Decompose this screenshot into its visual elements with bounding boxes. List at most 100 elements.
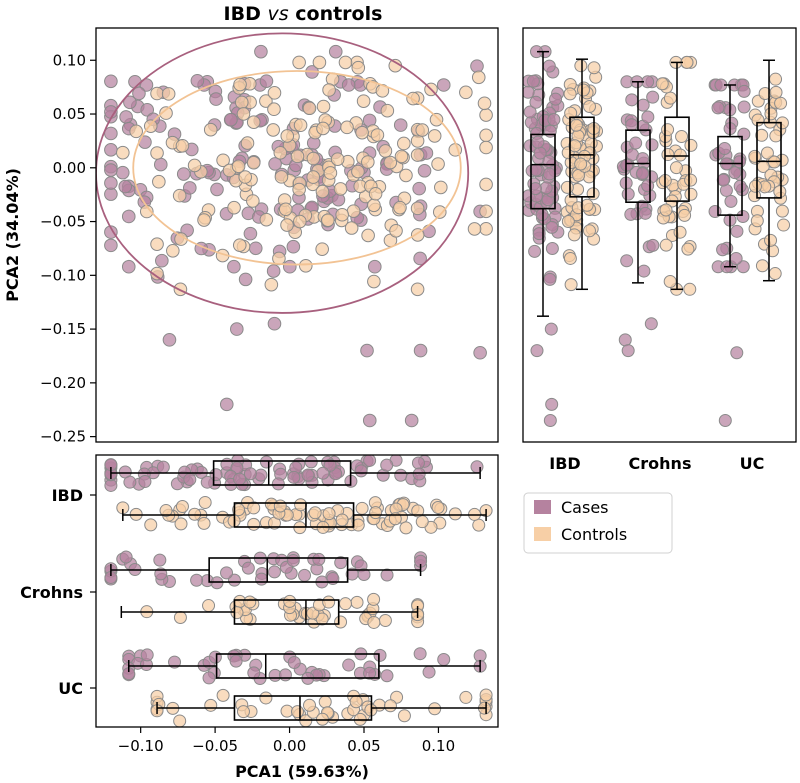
box-point	[621, 187, 635, 201]
scatter-point	[150, 237, 164, 251]
box-point	[243, 467, 257, 481]
scatter-point	[150, 266, 164, 281]
pca1-box-y-axis: IBD Crohns UC	[20, 486, 96, 698]
box-point	[388, 512, 402, 526]
box-point	[542, 59, 556, 73]
box-point	[138, 474, 152, 488]
box-point	[636, 152, 650, 166]
box-point	[153, 553, 167, 567]
scatter-point	[292, 55, 306, 70]
box-point	[428, 702, 442, 716]
scatter-point	[259, 94, 273, 108]
pca1-box-y-label: Crohns	[20, 583, 83, 602]
box-point	[197, 516, 211, 530]
chart-title: IBD vs controls	[224, 3, 383, 25]
box-point	[733, 155, 747, 169]
scatter-point	[293, 214, 307, 229]
box-point	[354, 464, 368, 478]
box-point	[273, 499, 287, 513]
box-point	[716, 243, 730, 257]
box-point	[233, 472, 247, 486]
box-point	[659, 238, 673, 252]
legend-label-cases: Cases	[561, 498, 609, 517]
box-point	[363, 666, 377, 680]
box-point	[243, 595, 257, 609]
scatter-point	[203, 122, 218, 137]
scatter-point	[175, 138, 190, 153]
box-point	[183, 473, 197, 487]
x-tick-label: 0.05	[347, 737, 380, 755]
box-point	[530, 344, 544, 358]
scatter-frame	[95, 27, 499, 443]
box-point	[661, 123, 675, 137]
scatter-points	[104, 44, 493, 428]
pca2-box-x-label: Crohns	[629, 454, 692, 473]
scatter-point	[316, 121, 330, 136]
scatter-point	[268, 157, 282, 171]
box-point	[655, 77, 669, 91]
scatter-point	[155, 253, 169, 268]
box-point	[629, 136, 643, 150]
box-point	[412, 467, 426, 481]
box-point	[369, 506, 383, 520]
scatter-point	[159, 106, 173, 120]
box-point	[290, 705, 304, 719]
box-point	[523, 85, 535, 99]
box-point	[574, 157, 588, 171]
box-point	[318, 695, 332, 709]
box-point	[646, 238, 660, 252]
box-point	[730, 224, 744, 238]
scatter-point	[280, 129, 295, 143]
scatter-point	[292, 182, 306, 197]
box-point	[459, 690, 473, 704]
box-point	[724, 194, 738, 208]
x-tick-label: −0.10	[118, 737, 164, 755]
box-point	[729, 251, 743, 265]
scatter-ellipses	[96, 32, 470, 314]
scatter-point	[361, 228, 375, 243]
scatter-point	[404, 413, 419, 428]
box-point	[411, 504, 425, 518]
y-tick-label: −0.20	[40, 374, 86, 392]
scatter-point	[479, 140, 493, 155]
box-point	[315, 612, 329, 626]
box-point	[586, 187, 600, 201]
title-rest: controls	[289, 3, 383, 25]
scatter-point	[361, 155, 375, 169]
scatter-point	[104, 238, 118, 253]
pca2-box-x-label: IBD	[549, 454, 580, 473]
box-point	[345, 567, 359, 581]
scatter-point	[459, 85, 473, 100]
box-point	[673, 225, 687, 239]
scatter-point	[293, 118, 308, 133]
scatter-point	[219, 397, 234, 412]
scatter-point	[473, 345, 487, 360]
scatter-point	[248, 241, 263, 256]
box-point	[259, 455, 273, 469]
scatter-point	[479, 128, 493, 143]
box-point	[351, 518, 365, 532]
scatter-point	[389, 223, 403, 238]
box-point	[777, 218, 791, 232]
box-point	[549, 92, 563, 106]
legend-frame	[523, 492, 673, 554]
box-point	[542, 154, 556, 168]
box-point	[437, 653, 451, 667]
box-point	[123, 475, 137, 489]
scatter-point	[410, 201, 425, 216]
scatter-point	[341, 78, 356, 92]
box-point	[301, 468, 315, 482]
box-point	[663, 91, 677, 105]
scatter-point	[233, 77, 247, 92]
box-point	[378, 613, 392, 627]
scatter-point	[118, 179, 133, 194]
pca2-box-points	[523, 45, 791, 427]
box-point	[383, 699, 397, 713]
scatter-point	[190, 73, 205, 88]
scatter-point	[187, 158, 202, 173]
legend-label-controls: Controls	[561, 525, 627, 544]
box-point	[560, 180, 574, 194]
scatter-point	[413, 251, 427, 266]
box-point	[208, 650, 222, 664]
